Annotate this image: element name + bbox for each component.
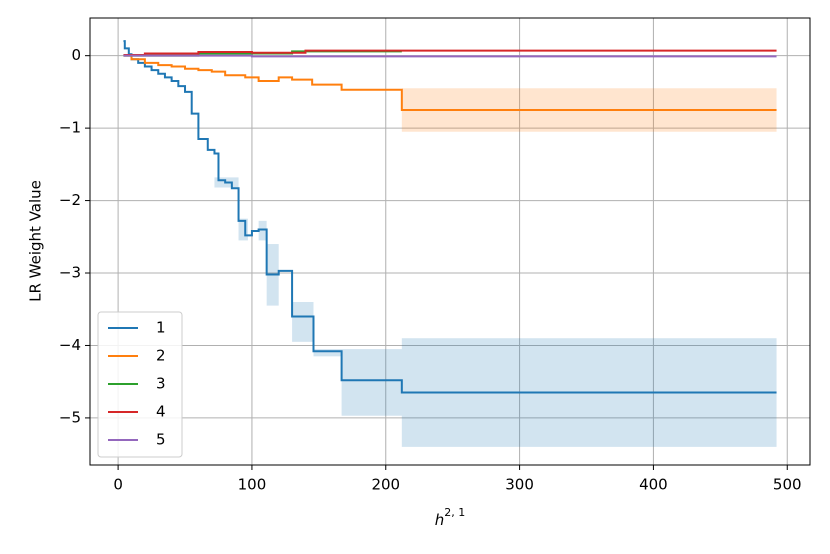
x-tick-label: 100 — [238, 476, 267, 494]
plot-frame — [89, 17, 811, 466]
confidence-band — [258, 220, 267, 241]
legend-label: 2 — [156, 347, 166, 365]
confidence-band — [313, 349, 342, 357]
y-tick-label: −4 — [59, 336, 81, 354]
step-line — [123, 40, 777, 394]
step-line — [123, 54, 777, 58]
x-label-main: h — [435, 511, 445, 529]
y-tick-label: −1 — [59, 119, 81, 137]
x-label-sup: 2, 1 — [444, 506, 465, 519]
legend-label: 4 — [156, 403, 166, 421]
y-tick-label: −3 — [59, 264, 81, 282]
confidence-band — [292, 301, 314, 342]
y-tick-label: −2 — [59, 191, 81, 209]
x-tick-label: 300 — [505, 476, 534, 494]
confidence-band — [341, 349, 402, 416]
x-tick-label: 0 — [113, 476, 123, 494]
y-axis-label: LR Weight Value — [27, 180, 45, 302]
y-tick-label: 0 — [71, 46, 81, 64]
x-axis-label: h2, 1 — [435, 506, 466, 529]
step-line — [123, 54, 777, 112]
step-line — [123, 49, 777, 56]
y-tick-label: −5 — [59, 408, 81, 426]
x-tick-label: 500 — [773, 476, 802, 494]
legend-label: 1 — [156, 319, 166, 337]
legend-label: 5 — [156, 431, 166, 449]
confidence-band — [238, 218, 248, 241]
x-tick-label: 400 — [639, 476, 668, 494]
legend-label: 3 — [156, 375, 166, 393]
x-tick-label: 200 — [371, 476, 400, 494]
legend-box — [97, 311, 183, 458]
